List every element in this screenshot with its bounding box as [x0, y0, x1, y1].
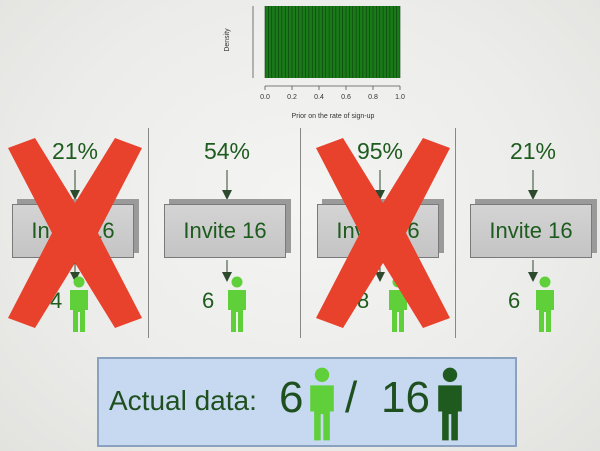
x-tick-label: 0.6 [341, 94, 351, 101]
signed-up-person-icon [310, 367, 334, 441]
result-count: 6 [508, 288, 521, 313]
rejected-x-icon [316, 138, 450, 328]
person-icon [536, 276, 554, 332]
arrow-head [70, 190, 80, 200]
y-axis-label: Density [224, 28, 231, 52]
arrow-head [375, 190, 385, 200]
result-count: 6 [202, 288, 215, 313]
arrow-head [528, 272, 538, 282]
actual-signed-up-count: 6 [279, 373, 304, 422]
arrow-head [528, 190, 538, 200]
rate-label: 21% [51, 138, 99, 164]
arrow-line [74, 170, 76, 192]
column-divider [300, 128, 301, 338]
rate-label: 95% [356, 138, 404, 164]
person-icon [70, 276, 88, 332]
arrow-line [74, 260, 76, 274]
x-tick-label: 0.8 [368, 94, 378, 101]
rate-label: 21% [509, 138, 557, 164]
invite-label: Invite 16 [489, 218, 573, 243]
invite-box: Invite 16 [470, 204, 592, 258]
histogram-bars [264, 6, 401, 78]
actual-total-count: 16 [381, 373, 430, 422]
arrow-line [532, 170, 534, 192]
invite-label: Invite 16 [183, 218, 267, 243]
arrow-line [532, 260, 534, 274]
fraction-slash: / [345, 373, 358, 422]
arrow-head [375, 272, 385, 282]
arrow-line [226, 260, 228, 274]
x-tick-label: 0.2 [287, 94, 297, 101]
arrow-line [226, 170, 228, 192]
x-ticks: 0.0 0.2 0.4 0.6 0.8 1.0 [260, 86, 405, 101]
arrow-head [70, 272, 80, 282]
arrow-line [379, 170, 381, 192]
rejected-x-icon [8, 138, 142, 328]
arrow-head [222, 272, 232, 282]
column-divider [148, 128, 149, 338]
x-tick-label: 0.0 [260, 94, 270, 101]
person-icon [228, 276, 246, 332]
total-person-icon [438, 367, 462, 441]
invite-box: Invite 16 [164, 204, 286, 258]
column-divider [455, 128, 456, 338]
prior-histogram: Density 0.0 0.2 0.4 0.6 0.8 1.0 Prior on the … [224, 6, 405, 120]
actual-data-box: Actual data: 6 / 16 [97, 357, 517, 447]
actual-data-label: Actual data: [109, 385, 257, 416]
x-tick-label: 0.4 [314, 94, 324, 101]
simulation-column-2: 54% Invite 16 6 [152, 128, 302, 338]
x-tick-label: 1.0 [395, 94, 405, 101]
rate-label: 54% [203, 138, 251, 164]
simulation-column-4: 21% Invite 16 6 [458, 128, 600, 338]
arrow-head [222, 190, 232, 200]
x-axis-label: Prior on the rate of sign-up [292, 113, 375, 120]
